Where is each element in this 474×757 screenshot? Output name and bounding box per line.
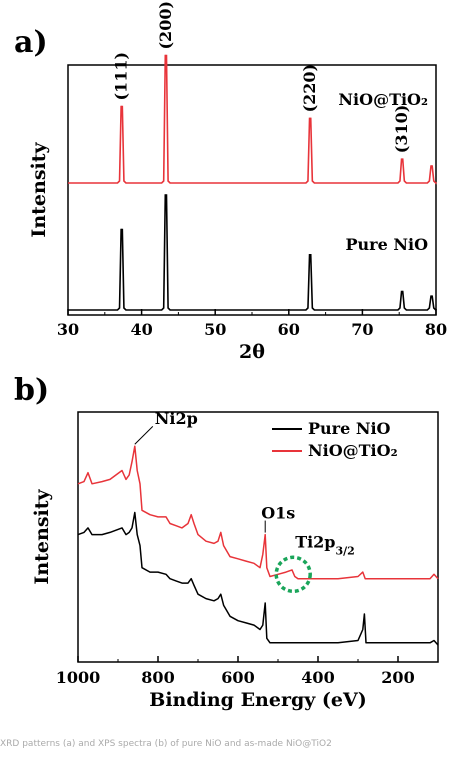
xrd-peak-label: (111) <box>112 52 131 101</box>
xps-ni2p-pointer <box>134 426 154 445</box>
xrd-x-tick-label: 40 <box>130 320 152 339</box>
xrd-peak-point <box>309 117 311 120</box>
xps-legend-label: Pure NiO <box>308 419 391 438</box>
xrd-y-axis-label: Intensity <box>28 141 50 237</box>
xrd-x-tick-label: 30 <box>57 320 79 339</box>
xrd-peak-label: (310) <box>392 105 411 154</box>
xps-ni2p-label: Ni2p <box>155 409 198 428</box>
xrd-peak-label: (220) <box>300 64 319 113</box>
xps-legend-label: NiO@TiO₂ <box>308 441 398 460</box>
xrd-series-label-nio-tio2: NiO@TiO₂ <box>338 90 428 109</box>
xps-ti2p-label: Ti2p3/2 <box>295 532 355 557</box>
xps-o1s-label: O1s <box>261 504 295 523</box>
xrd-peak-point <box>165 54 167 57</box>
xps-x-ticks: 1000 800 600 400 200 <box>56 656 415 687</box>
xrd-peak-point <box>401 158 403 160</box>
xrd-peak-point <box>430 165 433 167</box>
xrd-peak-point <box>120 228 123 231</box>
xps-series-line <box>77 511 439 646</box>
panel-a-label: a) <box>14 25 48 60</box>
xrd-peak-labels: (111) (200) (220) (310) <box>112 1 411 153</box>
xrd-series-label-pure-nio: Pure NiO <box>346 235 429 254</box>
xrd-peak-label: (200) <box>156 1 175 50</box>
xps-x-tick-label: 800 <box>141 668 174 687</box>
xps-highlight-circle <box>274 555 312 594</box>
xps-ti2p-subscript: 3/2 <box>336 544 355 557</box>
xrd-peak-point <box>120 105 123 108</box>
panel-b-label: b) <box>14 373 49 408</box>
xps-x-axis-label: Binding Energy (eV) <box>149 689 366 711</box>
xrd-x-tick-label: 50 <box>204 320 226 339</box>
xps-legend: Pure NiO NiO@TiO₂ <box>272 419 398 460</box>
xps-x-tick-label: 600 <box>221 668 254 687</box>
xrd-chart: 30 40 50 60 70 80 (111) (200) (220) (310) Intens… <box>28 1 447 363</box>
xps-x-tick-label: 1000 <box>56 668 101 687</box>
xrd-peak-point <box>309 254 311 256</box>
xrd-x-ticks: 30 40 50 60 70 80 <box>57 309 447 339</box>
xrd-peak-point <box>165 194 167 196</box>
xps-x-tick-label: 400 <box>301 668 334 687</box>
xrd-x-tick-label: 80 <box>425 320 447 339</box>
xrd-x-tick-label: 70 <box>351 320 373 339</box>
xps-series <box>77 445 439 646</box>
xrd-peak-point <box>401 290 403 293</box>
xps-plot-frame <box>77 411 439 663</box>
xps-series-line <box>77 445 439 580</box>
figure-caption: XRD patterns (a) and XPS spectra (b) of … <box>0 739 332 749</box>
xps-x-tick-label: 200 <box>381 668 414 687</box>
xrd-x-tick-label: 60 <box>278 320 300 339</box>
xrd-peak-point <box>430 295 433 298</box>
xrd-x-axis-label: 2θ <box>239 341 265 363</box>
xrd-series <box>68 54 437 312</box>
xps-y-axis-label: Intensity <box>31 488 53 584</box>
